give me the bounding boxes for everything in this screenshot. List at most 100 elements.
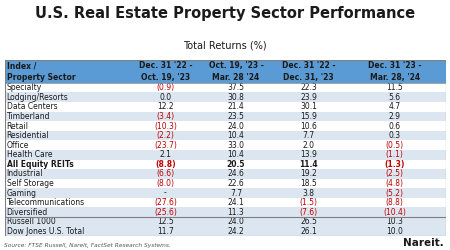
Text: 7.7: 7.7 xyxy=(303,131,315,140)
Text: 11.4: 11.4 xyxy=(300,160,318,169)
Text: 0.6: 0.6 xyxy=(389,122,401,130)
Bar xyxy=(4,112,446,121)
Text: 30.1: 30.1 xyxy=(300,102,317,111)
Text: 37.5: 37.5 xyxy=(228,83,244,92)
Text: (5.2): (5.2) xyxy=(386,188,404,198)
Bar xyxy=(4,227,446,236)
Text: Office: Office xyxy=(7,141,29,150)
Text: 2.9: 2.9 xyxy=(389,112,401,121)
Text: 24.0: 24.0 xyxy=(228,217,244,226)
Text: Lodging/Resorts: Lodging/Resorts xyxy=(7,93,68,102)
Text: Health Care: Health Care xyxy=(7,150,52,159)
Text: Oct. 19, '23 -
Mar. 28 '24: Oct. 19, '23 - Mar. 28 '24 xyxy=(209,62,263,82)
Bar xyxy=(4,83,446,92)
Text: Total Returns (%): Total Returns (%) xyxy=(183,40,267,50)
Text: 10.3: 10.3 xyxy=(387,217,403,226)
Text: 18.5: 18.5 xyxy=(301,179,317,188)
Text: 5.6: 5.6 xyxy=(389,93,401,102)
Text: 10.4: 10.4 xyxy=(228,131,244,140)
Text: 33.0: 33.0 xyxy=(228,141,244,150)
Bar xyxy=(4,140,446,150)
Text: 30.8: 30.8 xyxy=(228,93,244,102)
Text: 20.5: 20.5 xyxy=(227,160,245,169)
Bar xyxy=(4,179,446,188)
Text: 26.1: 26.1 xyxy=(301,227,317,236)
Text: 10.6: 10.6 xyxy=(300,122,317,130)
Text: (0.9): (0.9) xyxy=(157,83,175,92)
Text: 23.5: 23.5 xyxy=(228,112,244,121)
Bar xyxy=(4,150,446,160)
Text: 4.7: 4.7 xyxy=(389,102,401,111)
Text: 3.8: 3.8 xyxy=(303,188,315,198)
Text: 2.0: 2.0 xyxy=(303,141,315,150)
Text: Data Centers: Data Centers xyxy=(7,102,57,111)
Bar xyxy=(4,160,446,169)
Text: Self Storage: Self Storage xyxy=(7,179,54,188)
Text: 12.2: 12.2 xyxy=(157,102,174,111)
Text: 13.9: 13.9 xyxy=(300,150,317,159)
Text: Gaming: Gaming xyxy=(7,188,37,198)
Text: (2.2): (2.2) xyxy=(157,131,175,140)
Text: 22.3: 22.3 xyxy=(301,83,317,92)
Text: 11.5: 11.5 xyxy=(387,83,403,92)
Text: 23.9: 23.9 xyxy=(300,93,317,102)
Text: 0.0: 0.0 xyxy=(159,93,171,102)
Bar xyxy=(4,131,446,140)
Text: 24.6: 24.6 xyxy=(228,170,244,178)
Text: Retail: Retail xyxy=(7,122,29,130)
Text: 0.3: 0.3 xyxy=(389,131,401,140)
Text: 15.9: 15.9 xyxy=(300,112,317,121)
Text: 24.2: 24.2 xyxy=(228,227,244,236)
Text: 10.0: 10.0 xyxy=(387,227,403,236)
Text: 21.4: 21.4 xyxy=(228,102,244,111)
Text: 24.0: 24.0 xyxy=(228,122,244,130)
Text: (1.1): (1.1) xyxy=(386,150,404,159)
Text: Dec. 31 '22 -
Dec. 31, '23: Dec. 31 '22 - Dec. 31, '23 xyxy=(282,62,336,82)
Text: Timberland: Timberland xyxy=(7,112,50,121)
Bar xyxy=(4,217,446,227)
Text: Dec. 31 '22 -
Oct. 19, '23: Dec. 31 '22 - Oct. 19, '23 xyxy=(139,62,192,82)
Text: Industrial: Industrial xyxy=(7,170,43,178)
Bar xyxy=(4,208,446,217)
Text: 12.5: 12.5 xyxy=(157,217,174,226)
Text: (1.5): (1.5) xyxy=(300,198,318,207)
Text: (3.4): (3.4) xyxy=(157,112,175,121)
Text: Dow Jones U.S. Total: Dow Jones U.S. Total xyxy=(7,227,84,236)
Text: 24.1: 24.1 xyxy=(228,198,244,207)
Text: 10.4: 10.4 xyxy=(228,150,244,159)
Text: 2.1: 2.1 xyxy=(160,150,171,159)
Text: (25.6): (25.6) xyxy=(154,208,177,217)
Text: (27.6): (27.6) xyxy=(154,198,177,207)
Bar xyxy=(4,188,446,198)
Text: (4.8): (4.8) xyxy=(386,179,404,188)
Text: (10.3): (10.3) xyxy=(154,122,177,130)
Text: Specialty: Specialty xyxy=(7,83,42,92)
Text: (2.5): (2.5) xyxy=(386,170,404,178)
Text: (1.3): (1.3) xyxy=(385,160,405,169)
Bar xyxy=(4,198,446,207)
Text: -: - xyxy=(164,188,167,198)
Text: (7.6): (7.6) xyxy=(300,208,318,217)
Bar xyxy=(4,169,446,179)
Text: (0.5): (0.5) xyxy=(386,141,404,150)
Text: Russell 1000: Russell 1000 xyxy=(7,217,55,226)
Text: 26.5: 26.5 xyxy=(300,217,317,226)
Text: (10.4): (10.4) xyxy=(383,208,406,217)
Text: (6.6): (6.6) xyxy=(157,170,175,178)
Text: Dec. 31 '23 -
Mar. 28, '24: Dec. 31 '23 - Mar. 28, '24 xyxy=(368,62,422,82)
Bar xyxy=(4,60,446,83)
Text: 22.6: 22.6 xyxy=(228,179,244,188)
Bar xyxy=(4,102,446,112)
Text: (8.0): (8.0) xyxy=(157,179,175,188)
Text: (23.7): (23.7) xyxy=(154,141,177,150)
Text: 11.7: 11.7 xyxy=(157,227,174,236)
Text: Telecommunications: Telecommunications xyxy=(7,198,85,207)
Text: Index /
Property Sector: Index / Property Sector xyxy=(7,62,75,82)
Text: Residential: Residential xyxy=(7,131,50,140)
Text: (8.8): (8.8) xyxy=(155,160,176,169)
Text: Diversified: Diversified xyxy=(7,208,48,217)
Text: 19.2: 19.2 xyxy=(301,170,317,178)
Bar xyxy=(4,121,446,131)
Text: 11.3: 11.3 xyxy=(228,208,244,217)
Text: U.S. Real Estate Property Sector Performance: U.S. Real Estate Property Sector Perform… xyxy=(35,6,415,21)
